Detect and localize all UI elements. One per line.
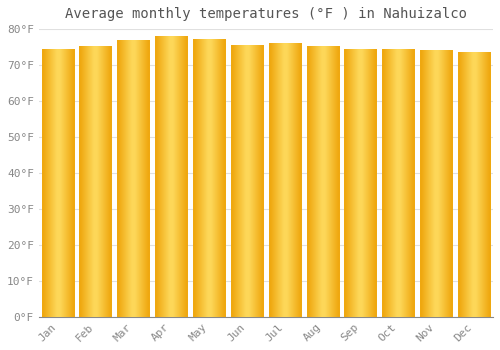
- Title: Average monthly temperatures (°F ) in Nahuizalco: Average monthly temperatures (°F ) in Na…: [65, 7, 467, 21]
